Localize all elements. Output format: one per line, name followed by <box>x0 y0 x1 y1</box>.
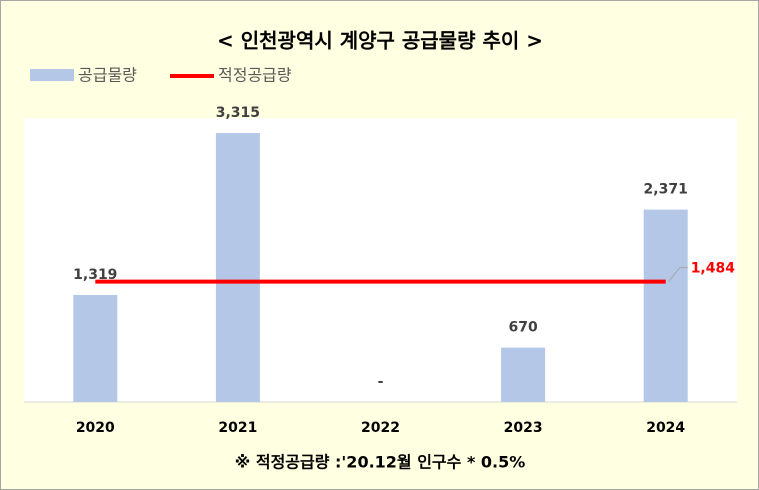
x-tick-label: 2021 <box>218 420 257 436</box>
x-tick-label: 2023 <box>504 420 543 436</box>
x-tick-label: 2022 <box>361 420 400 436</box>
chart-title: < 인천광역시 계양구 공급물량 추이 > <box>217 29 543 53</box>
plot-area <box>24 118 737 402</box>
value-label: 3,315 <box>216 105 260 121</box>
bar <box>215 133 260 403</box>
bar <box>501 347 546 402</box>
footnote: ※ 적정공급량 :'20.12월 인구수 * 0.5% <box>235 453 526 472</box>
bar <box>73 294 118 402</box>
bar <box>643 209 688 402</box>
leader-line <box>668 267 688 282</box>
legend-label: 적정공급량 <box>218 66 292 85</box>
x-tick-label: 2024 <box>646 420 685 436</box>
value-label: 670 <box>508 320 537 336</box>
value-label: 1,319 <box>73 267 117 283</box>
legend-swatch <box>30 69 74 81</box>
x-tick-label: 2020 <box>76 420 115 436</box>
value-label: - <box>378 374 384 390</box>
value-label: 2,371 <box>644 182 688 198</box>
legend-label: 공급물량 <box>78 66 137 85</box>
reference-label: 1,484 <box>691 261 736 277</box>
